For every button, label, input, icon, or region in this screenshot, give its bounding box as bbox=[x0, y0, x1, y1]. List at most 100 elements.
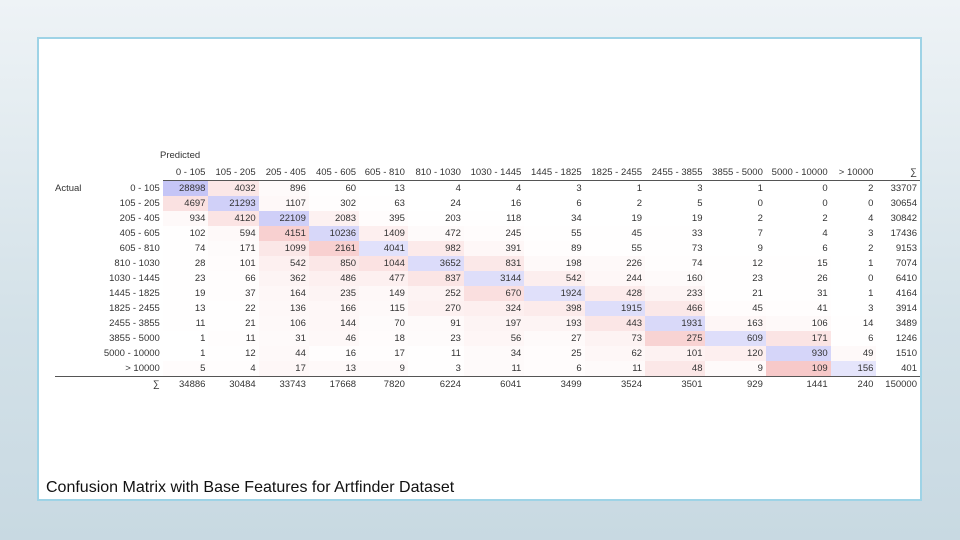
matrix-cell: 197 bbox=[463, 316, 525, 331]
matrix-cell: 542 bbox=[524, 271, 585, 286]
matrix-cell: 106 bbox=[766, 316, 831, 331]
matrix-row: 1030 - 1445 23 66 362 486 477 837 3144 542 244 160… bbox=[55, 271, 920, 286]
matrix-cell: 55 bbox=[631, 243, 643, 254]
matrix-cell: 24 bbox=[450, 198, 461, 209]
matrix-cell: 1 bbox=[636, 183, 643, 194]
row-group-label bbox=[55, 271, 101, 286]
matrix-cell: 13 bbox=[194, 303, 206, 314]
body: Actual 0 - 105 28898 4032 896 60 13 4 4 3 1 3 1 0 2 337… bbox=[55, 180, 920, 392]
matrix-cell: 31 bbox=[817, 288, 828, 299]
matrix-cell: 37 bbox=[245, 288, 256, 299]
matrix-cell: 7820 bbox=[359, 376, 408, 392]
slide-frame: Predicted 0 - 105 105 - 205 205 - 405 405 -… bbox=[37, 37, 922, 501]
column-header: 3855 - 5000 bbox=[705, 165, 766, 181]
matrix-cell: 2 bbox=[757, 213, 763, 224]
matrix-cell: 2 bbox=[822, 213, 828, 224]
matrix-cell: 2083 bbox=[308, 211, 360, 226]
matrix-cell: 30654 bbox=[890, 198, 917, 209]
matrix-cell: 398 bbox=[524, 301, 585, 316]
row-label: ∑ bbox=[100, 376, 163, 392]
matrix-cell: 149 bbox=[359, 286, 408, 301]
matrix-cell: 16 bbox=[510, 198, 522, 209]
matrix-cell: 1246 bbox=[895, 333, 917, 344]
matrix-row: > 10000 5 4 17 13 9 3 11 6 11 48 9 109 156 401 bbox=[55, 361, 920, 377]
matrix-cell: 41 bbox=[817, 303, 828, 314]
matrix-cell: 60 bbox=[345, 183, 357, 194]
matrix-cell: 2 bbox=[868, 243, 874, 254]
matrix-cell: 166 bbox=[308, 301, 360, 316]
matrix-cell: 1924 bbox=[524, 286, 585, 301]
matrix-cell: 2 bbox=[868, 183, 874, 194]
matrix-cell: 66 bbox=[245, 273, 256, 284]
matrix-cell: 2 bbox=[636, 198, 643, 209]
row-group-label bbox=[55, 211, 101, 226]
matrix-row: 605 - 810 74 171 1099 2161 4041 982 391 89 55 73 9 6… bbox=[55, 241, 920, 256]
matrix-cell: 203 bbox=[445, 213, 461, 224]
matrix-cell: 144 bbox=[308, 316, 360, 331]
row-label: 605 - 810 bbox=[119, 243, 160, 254]
matrix-cell: 3652 bbox=[407, 256, 464, 271]
matrix-cell: 23 bbox=[408, 331, 464, 346]
matrix-cell: 21293 bbox=[208, 196, 259, 211]
matrix-cell: 395 bbox=[389, 213, 405, 224]
matrix-cell: 7 bbox=[757, 228, 763, 239]
matrix-cell: 73 bbox=[584, 331, 646, 346]
row-group-label bbox=[55, 376, 101, 392]
matrix-cell: 31 bbox=[259, 331, 309, 346]
matrix-cell: 33707 bbox=[890, 183, 917, 194]
row-group-label bbox=[55, 241, 101, 256]
matrix-cell: 17668 bbox=[308, 376, 360, 392]
matrix-cell: 466 bbox=[645, 301, 706, 316]
matrix-cell: 6 bbox=[576, 363, 582, 374]
matrix-cell: 46 bbox=[308, 331, 360, 346]
matrix-cell: 3489 bbox=[895, 318, 917, 329]
matrix-cell: 3 bbox=[697, 183, 703, 194]
matrix-cell: 91 bbox=[408, 316, 464, 331]
matrix-cell: 30842 bbox=[890, 213, 917, 224]
row-label: 1445 - 1825 bbox=[109, 288, 160, 299]
matrix-cell: 9153 bbox=[895, 243, 917, 254]
matrix-cell: 13 bbox=[308, 361, 360, 377]
matrix-cell: 23 bbox=[752, 273, 763, 284]
matrix-cell: 1 bbox=[868, 258, 874, 269]
matrix-cell: 70 bbox=[359, 316, 408, 331]
row-group-label bbox=[55, 346, 101, 361]
matrix-cell: 49 bbox=[830, 346, 877, 361]
matrix-cell: 5 bbox=[697, 198, 703, 209]
matrix-cell: 28898 bbox=[162, 180, 209, 196]
row-group-label bbox=[55, 361, 101, 377]
matrix-cell: 4 bbox=[516, 183, 522, 194]
matrix-cell: 11 bbox=[464, 361, 524, 377]
matrix-cell: 11 bbox=[451, 348, 461, 359]
matrix-cell: 115 bbox=[359, 301, 408, 316]
matrix-cell: 45 bbox=[752, 303, 763, 314]
matrix-cell: 73 bbox=[691, 243, 703, 254]
matrix-cell: 3 bbox=[576, 183, 582, 194]
matrix-cell: 106 bbox=[259, 316, 309, 331]
matrix-cell: 21 bbox=[752, 288, 763, 299]
matrix-cell: 896 bbox=[259, 181, 309, 197]
matrix-cell: 6 bbox=[576, 198, 582, 209]
matrix-cell: 6410 bbox=[895, 273, 917, 284]
matrix-cell: 16 bbox=[345, 348, 357, 359]
matrix-cell: 930 bbox=[765, 346, 831, 361]
matrix-cell: 0 bbox=[822, 198, 828, 209]
matrix-cell: 45 bbox=[631, 228, 643, 239]
matrix-cell: 102 bbox=[189, 228, 206, 239]
column-header: 0 - 105 bbox=[162, 165, 209, 181]
row-group-label bbox=[55, 316, 101, 331]
row-label: 0 - 105 bbox=[130, 182, 160, 194]
matrix-cell: 1099 bbox=[258, 241, 309, 256]
matrix-cell: 443 bbox=[584, 316, 646, 331]
matrix-cell: 472 bbox=[408, 226, 464, 241]
matrix-cell: 1 bbox=[868, 288, 874, 299]
matrix-cell: 3 bbox=[868, 303, 874, 314]
row-group-label bbox=[55, 331, 101, 346]
matrix-cell: 5 bbox=[200, 363, 206, 374]
matrix-row: 3855 - 5000 1 11 31 46 18 23 56 27 73 275 609 171 6 12… bbox=[55, 331, 920, 346]
column-header: 810 - 1030 bbox=[407, 165, 464, 181]
matrix-cell: 542 bbox=[258, 256, 309, 271]
matrix-cell: 609 bbox=[705, 331, 766, 346]
matrix-cell: 3524 bbox=[584, 376, 646, 392]
matrix-cell: 3 bbox=[455, 363, 461, 374]
